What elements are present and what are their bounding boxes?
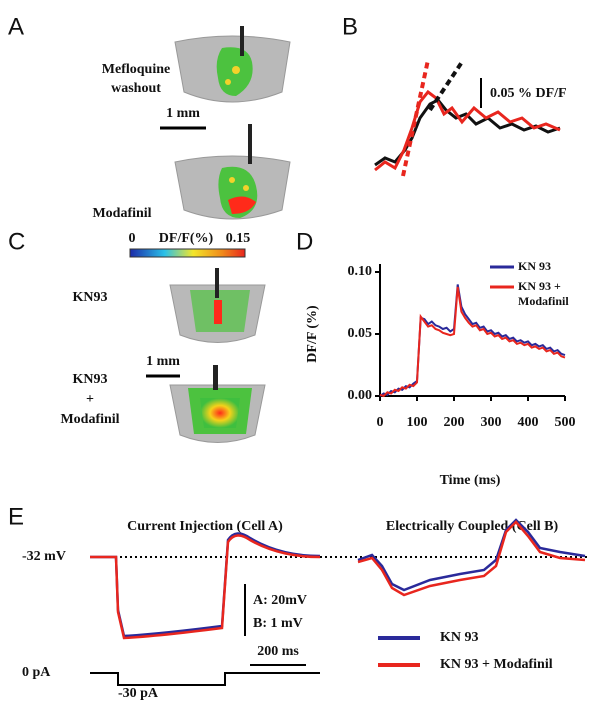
- scale-label: 0.05 % DF/F: [490, 86, 567, 101]
- condition-label: Mefloquine: [102, 62, 170, 77]
- brain-image: [174, 124, 291, 220]
- colorbar: [129, 248, 246, 258]
- panel-label: A: [8, 13, 24, 40]
- scale-label: 1 mm: [146, 354, 180, 369]
- panel-title: Electrically Coupled (Cell B): [386, 519, 559, 534]
- colorbar-label: 0.15: [226, 231, 251, 246]
- legend-label: KN 93 + Modafinil: [440, 657, 553, 672]
- y-tick-label: 0.00: [348, 388, 373, 403]
- scale-label: A: 20mV: [253, 593, 307, 608]
- condition-label: KN93: [73, 290, 108, 305]
- scale-label: 200 ms: [257, 644, 299, 659]
- y-tick-label: 0.10: [348, 264, 373, 279]
- brain-image: [174, 26, 291, 103]
- legend-label: KN 93: [518, 259, 551, 273]
- colorbar-label: 0: [129, 231, 136, 246]
- voltage-traces: [90, 518, 586, 640]
- current-step: [90, 672, 320, 686]
- scale-label: 1 mm: [166, 106, 200, 121]
- x-tick-label: 200: [444, 415, 465, 430]
- brain-image: [169, 365, 266, 443]
- brain-image: [169, 268, 266, 343]
- condition-label: Modafinil: [60, 412, 119, 427]
- panel-title: Current Injection (Cell A): [127, 519, 283, 534]
- trace-plot: [374, 59, 561, 177]
- current-label: 0 pA: [22, 665, 51, 680]
- y-axis-label: DF/F (%): [305, 305, 320, 363]
- condition-label: +: [86, 392, 94, 407]
- condition-label: Modafinil: [92, 206, 151, 221]
- series-line: [379, 286, 566, 398]
- panel-label: B: [342, 13, 358, 40]
- current-label: -30 pA: [118, 686, 159, 701]
- x-axis-label: Time (ms): [440, 473, 501, 488]
- y-tick-label: 0.05: [348, 326, 373, 341]
- panel-label: E: [8, 503, 24, 530]
- x-tick-label: 400: [518, 415, 539, 430]
- x-tick-label: 500: [555, 415, 576, 430]
- condition-label: KN93: [73, 372, 108, 387]
- condition-label: washout: [111, 81, 161, 96]
- holding-label: -32 mV: [22, 549, 66, 564]
- panel-label: D: [296, 228, 313, 255]
- legend-label: KN 93 + Modafinil: [518, 279, 569, 308]
- x-tick-label: 300: [481, 415, 502, 430]
- x-tick-label: 0: [377, 415, 384, 430]
- x-tick-label: 100: [407, 415, 428, 430]
- scale-label: B: 1 mV: [253, 616, 303, 631]
- legend-label: KN 93: [440, 630, 479, 645]
- panel-label: C: [8, 228, 25, 255]
- colorbar-title: DF/F(%): [159, 231, 214, 246]
